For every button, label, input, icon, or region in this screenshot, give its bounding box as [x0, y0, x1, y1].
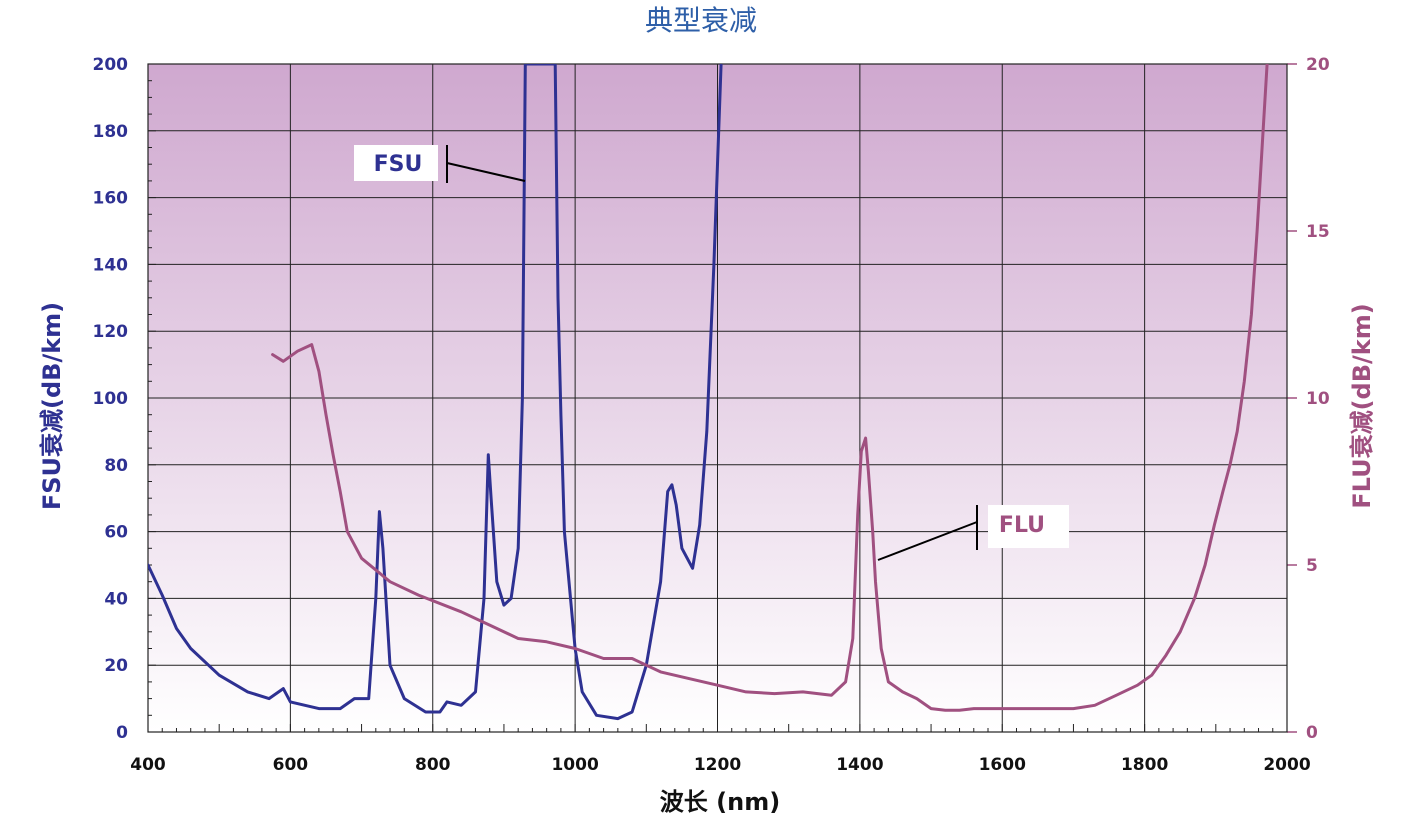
y-right-tick-label: 10 — [1306, 389, 1330, 409]
y-left-tick-label: 200 — [93, 55, 129, 75]
flu-callout-label: FLU — [999, 513, 1045, 538]
y-left-axis-ticks: 0 20 40 60 80 100 120 140 160 180 200 — [93, 55, 129, 743]
series-layer — [148, 64, 1269, 721]
y-right-tick-label: 20 — [1306, 55, 1330, 75]
y-left-tick-label: 20 — [104, 656, 128, 676]
x-tick-label: 1600 — [979, 755, 1026, 775]
y-left-tick-label: 0 — [116, 723, 128, 743]
y-right-axis-ticks: 0 5 10 15 20 — [1306, 55, 1330, 743]
fsu-callout-leader — [446, 162, 526, 182]
x-axis-label: 波长 (nm) — [660, 788, 780, 816]
y-left-tick-label: 100 — [93, 389, 129, 409]
series-line-fsu — [148, 64, 723, 721]
x-tick-label: 800 — [415, 755, 451, 775]
x-tick-label: 400 — [130, 755, 166, 775]
y-left-tick-label: 60 — [104, 523, 128, 543]
y-right-tick-label: 0 — [1306, 723, 1318, 743]
fsu-callout: FSU — [354, 145, 526, 183]
x-tick-label: 1800 — [1121, 755, 1168, 775]
chart-title: 典型衰减 — [645, 4, 757, 37]
plot-frame — [147, 63, 1288, 733]
y-right-axis-label: FLU衰减(dB/km) — [1348, 303, 1376, 508]
x-tick-label: 1200 — [694, 755, 741, 775]
y-left-tick-label: 180 — [93, 122, 129, 142]
y-left-tick-label: 120 — [93, 322, 129, 342]
flu-callout-box — [988, 505, 1069, 548]
x-tick-label: 2000 — [1263, 755, 1310, 775]
series-line-flu — [271, 64, 1269, 712]
y-right-tick-label: 5 — [1306, 556, 1318, 576]
flu-callout-leader — [877, 521, 978, 561]
fsu-callout-box — [354, 145, 438, 181]
y-left-tick-label: 160 — [93, 189, 129, 209]
flu-callout: FLU — [877, 505, 1069, 561]
y-left-axis-label: FSU衰减(dB/km) — [38, 302, 66, 510]
x-tick-label: 1400 — [836, 755, 883, 775]
x-axis-ticks: 400 600 800 1000 1200 1400 1600 1800 2000 — [130, 755, 1311, 775]
y-left-tick-label: 40 — [104, 589, 128, 609]
y-left-tick-label: 80 — [104, 456, 128, 476]
x-tick-label: 1000 — [551, 755, 598, 775]
x-tick-label: 600 — [273, 755, 309, 775]
y-right-tick-label: 15 — [1306, 222, 1330, 242]
y-left-tick-label: 140 — [93, 255, 129, 275]
fsu-callout-label: FSU — [374, 152, 423, 177]
